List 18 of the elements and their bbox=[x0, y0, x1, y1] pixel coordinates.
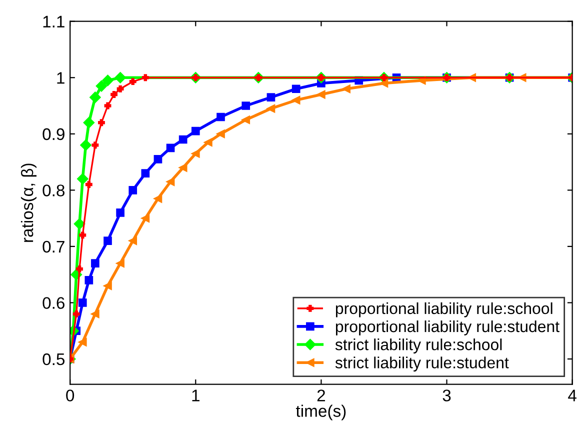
x-tick-label: 3 bbox=[442, 390, 451, 402]
y-tick-label: 1.1 bbox=[43, 16, 64, 28]
x-tick-label: 4 bbox=[568, 390, 576, 402]
y-tick-label: 1 bbox=[57, 72, 64, 84]
legend-label: strict liability rule:school bbox=[335, 338, 502, 354]
legend-label: proportional liability rule:student bbox=[336, 320, 560, 336]
y-tick-label: 0.7 bbox=[42, 240, 64, 253]
x-axis-title: time(s) bbox=[296, 404, 346, 420]
y-tick-label: 0.6 bbox=[42, 297, 64, 309]
legend-label: strict liability rule:student bbox=[335, 356, 509, 372]
legend-label: proportional liability rule:school bbox=[336, 302, 552, 318]
x-tick-label: 1 bbox=[192, 390, 200, 402]
y-tick-label: 0.8 bbox=[42, 184, 64, 196]
x-tick-label: 2 bbox=[317, 390, 325, 402]
x-tick-label: 0 bbox=[66, 390, 74, 402]
y-tick-label: 0.9 bbox=[42, 128, 64, 140]
y-tick-label: 0.5 bbox=[42, 353, 65, 366]
y-axis-title: ratios(α, β) bbox=[20, 164, 36, 242]
